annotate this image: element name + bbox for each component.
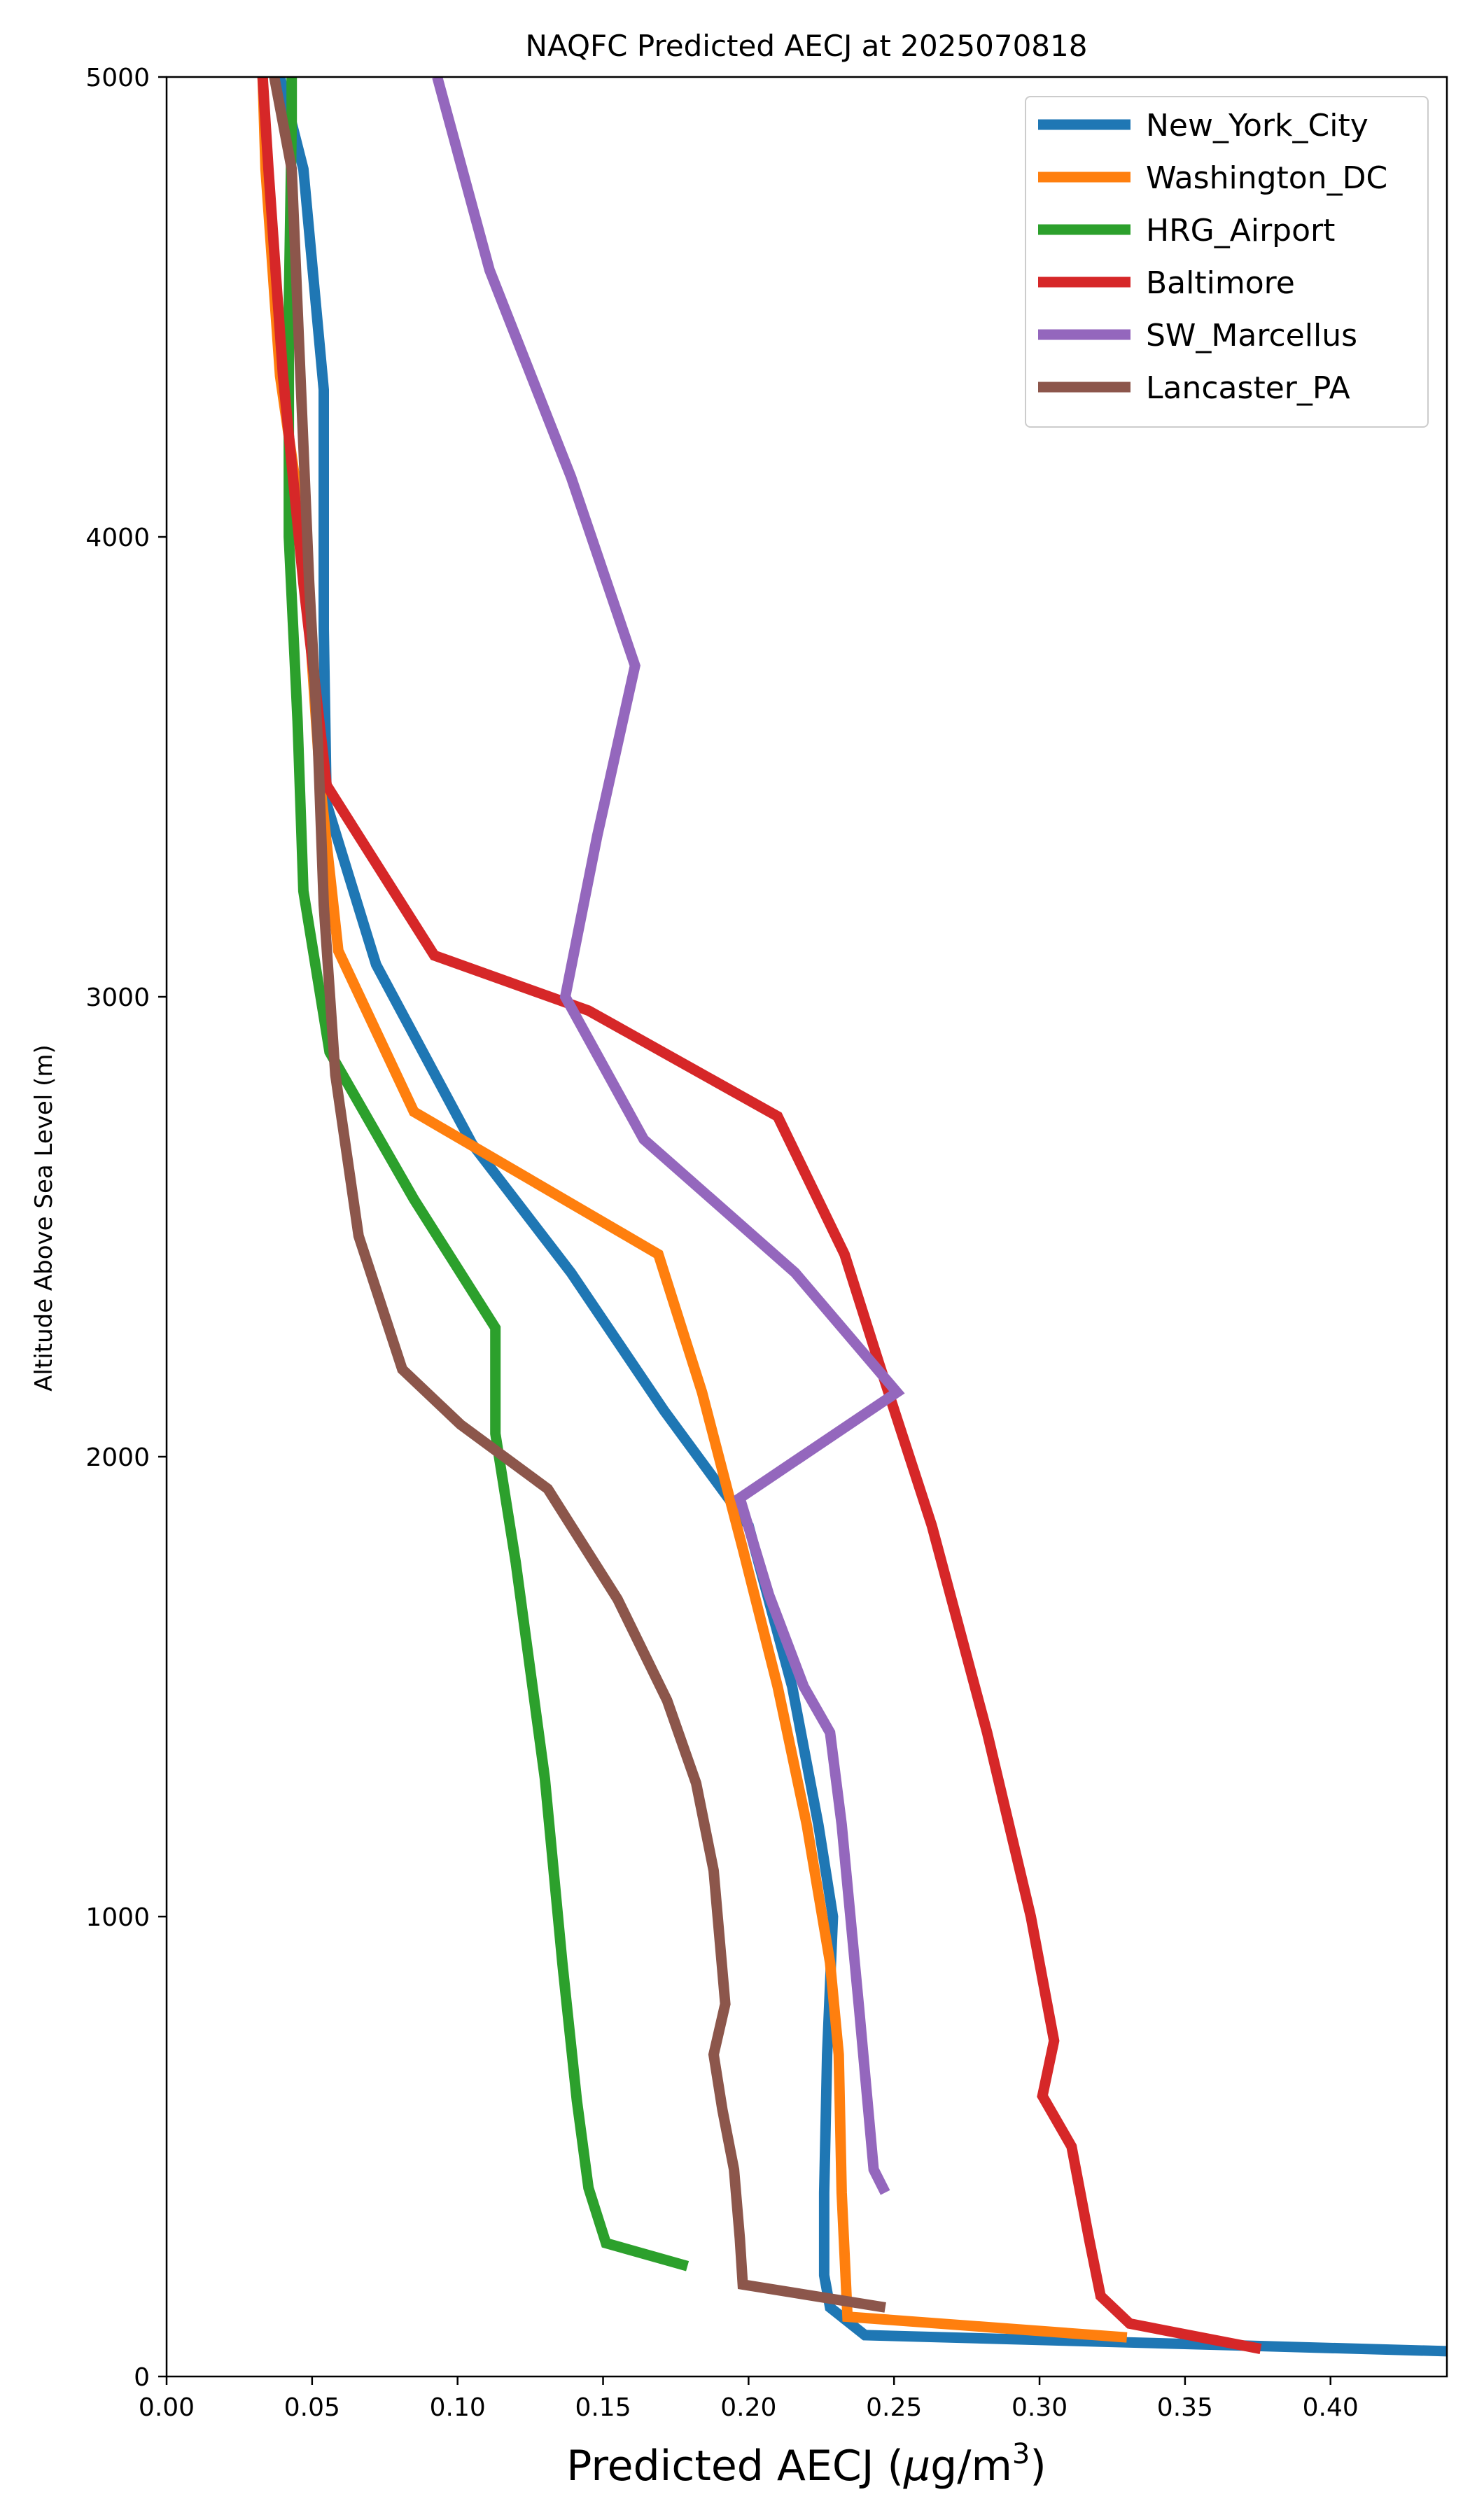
x-tick-label: 0.05 [284,2393,340,2422]
plot-area-frame [165,76,1448,2378]
series-layer [257,77,1447,2357]
x-axis: 0.00 0.05 0.10 0.15 0.20 0.25 0.30 0.35 0.40 [139,2376,1359,2422]
y-tick-label: 2000 [85,1443,150,1472]
legend-label: New_York_City [1146,108,1368,144]
y-tick-label: 1000 [85,1903,150,1932]
y-tick-label: 5000 [85,64,150,92]
legend-label: Washington_DC [1146,160,1387,196]
chart-title: NAQFC Predicted AECJ at 2025070818 [526,29,1088,63]
series-line-sw-marcellus [432,77,905,2195]
y-tick-label: 0 [134,2363,150,2392]
legend-label: HRG_Airport [1146,213,1335,248]
series-line-lancaster-pa [269,77,886,2313]
x-tick-label: 0.25 [866,2393,922,2422]
x-tick-label: 0.35 [1157,2393,1213,2422]
y-tick-label: 4000 [85,524,150,552]
x-tick-label: 0.40 [1303,2393,1359,2422]
y-axis-label: Altitude Above Sea Level (m) [30,1044,58,1392]
series-line-hrg-airport [284,77,690,2272]
y-tick-label: 3000 [85,983,150,1012]
x-tick-label: 0.30 [1011,2393,1068,2422]
x-tick-label: 0.20 [720,2393,776,2422]
x-tick-label: 0.10 [430,2393,486,2422]
legend: New_York_City Washington_DC HRG_Airport Bal… [1025,96,1429,428]
x-axis-label: Predicted AECJ (μg/m3) [566,2438,1046,2491]
x-tick-label: 0.15 [575,2393,631,2422]
legend-label: Lancaster_PA [1146,370,1350,406]
x-tick-label: 0.00 [139,2393,195,2422]
legend-label: Baltimore [1146,265,1295,301]
y-axis: 0 1000 2000 3000 4000 5000 [85,64,167,2392]
legend-label: SW_Marcellus [1146,318,1357,354]
